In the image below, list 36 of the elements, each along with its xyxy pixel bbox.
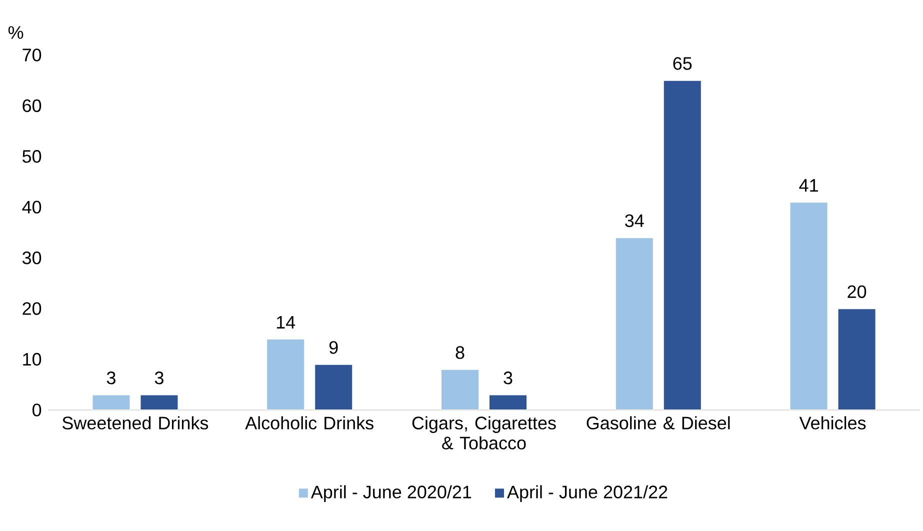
legend-label: April - June 2021/22	[507, 485, 668, 502]
x-tick-label: Alcoholic Drinks	[245, 416, 374, 430]
bar	[789, 202, 828, 410]
bar	[837, 308, 876, 410]
y-tick-label: 10	[23, 352, 42, 366]
x-tick-label: Vehicles	[799, 416, 866, 430]
x-tick-label: Gasoline & Diesel	[586, 416, 730, 430]
y-tick-label: 20	[22, 302, 42, 315]
data-label: 3	[106, 372, 116, 384]
bar	[266, 338, 306, 410]
y-tick-label: 40	[22, 200, 42, 214]
bar	[140, 394, 179, 410]
bar	[440, 368, 480, 410]
data-label: 65	[673, 57, 692, 70]
data-label: 14	[276, 316, 296, 328]
data-label: 3	[504, 372, 512, 384]
legend-label: April - June 2020/21	[310, 485, 472, 502]
y-tick-label: 70	[22, 48, 42, 62]
y-tick-label: 30	[22, 251, 42, 264]
y-tick-label: 0	[32, 404, 42, 416]
y-tick-label: 60	[22, 99, 42, 112]
y-tick-label: 50	[22, 150, 42, 163]
y-axis-title: %	[8, 26, 24, 39]
bar	[314, 364, 354, 410]
data-label: 20	[848, 285, 866, 298]
data-label: 9	[329, 341, 338, 354]
bar	[92, 394, 131, 410]
data-label: 8	[456, 346, 464, 359]
data-label: 3	[154, 372, 164, 384]
bar	[488, 394, 528, 410]
x-tick-label: Sweetened Drinks	[62, 416, 208, 430]
bar	[662, 80, 702, 410]
data-label: 41	[799, 179, 818, 192]
x-tick-label: Cigars, Cigarettes & Tobacco	[412, 416, 556, 450]
bar	[614, 237, 654, 410]
data-label: 34	[625, 214, 644, 228]
